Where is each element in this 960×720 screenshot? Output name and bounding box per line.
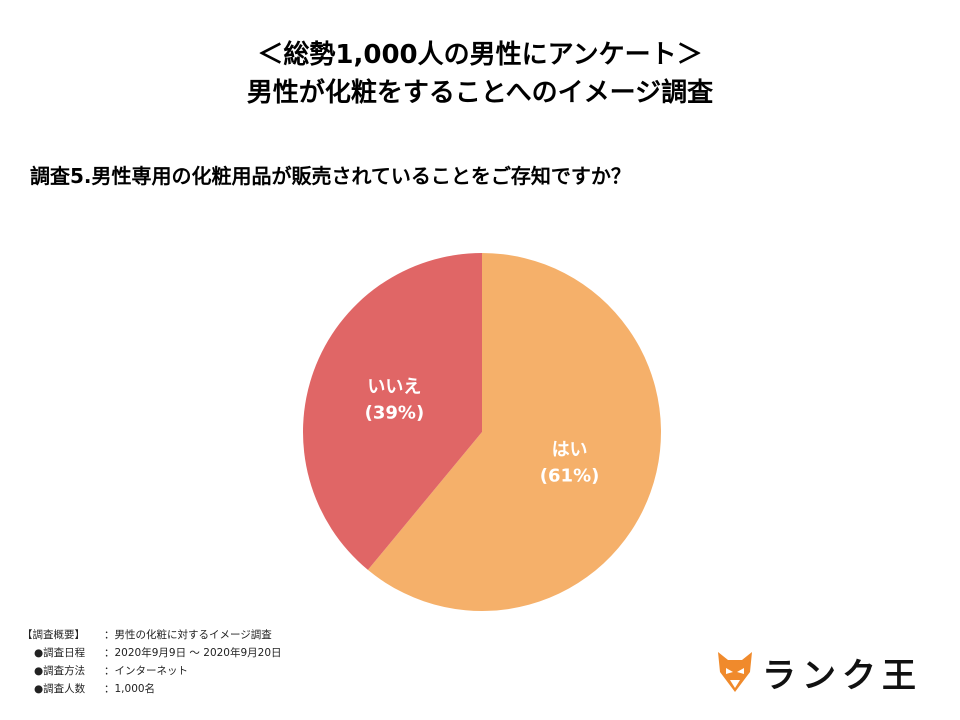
summary-header-value: ：男性の化粧に対するイメージ調査 (104, 629, 272, 641)
summary-row-value: ：2020年9月9日 〜 2020年9月20日 (104, 647, 282, 659)
summary-row: ●調査方法 ：インターネット (22, 662, 282, 680)
summary-header: 【調査概要】 ：男性の化粧に対するイメージ調査 (22, 626, 282, 644)
slice-category-label: はい (552, 440, 588, 461)
slice-percent-label: (61%) (540, 466, 600, 487)
brand-logo: ランク王 (716, 650, 922, 696)
summary-row: ●調査日程 ：2020年9月9日 〜 2020年9月20日 (22, 644, 282, 662)
slice-percent-label: (39%) (365, 402, 425, 423)
summary-row-value: ：1,000名 (104, 683, 156, 695)
page-title: ＜総勢1,000人の男性にアンケート＞ 男性が化粧をすることへのイメージ調査 (0, 36, 960, 112)
logo-text: ランク王 (762, 655, 922, 696)
pie-chart: はい (61%) いいえ (39%) (303, 253, 661, 611)
summary-header-key: 【調査概要】 (22, 629, 85, 641)
title-line-2: 男性が化粧をすることへのイメージ調査 (246, 78, 714, 108)
survey-summary: 【調査概要】 ：男性の化粧に対するイメージ調査 ●調査日程 ：2020年9月9日 〜… (22, 626, 282, 698)
pie-slice (303, 253, 482, 570)
title-line-1: ＜総勢1,000人の男性にアンケート＞ (257, 40, 703, 70)
summary-row-key: ●調査方法 (34, 665, 86, 677)
question-text: 調査5.男性専用の化粧用品が販売されていることをご存知ですか？ (30, 164, 631, 188)
slice-category-label: いいえ (367, 376, 421, 397)
summary-row: ●調査人数 ：1,000名 (22, 680, 282, 698)
summary-row-key: ●調査日程 (34, 647, 86, 659)
fox-icon (718, 652, 752, 692)
summary-row-key: ●調査人数 (34, 683, 86, 695)
pie-slice (367, 253, 661, 611)
summary-row-value: ：インターネット (104, 665, 188, 677)
